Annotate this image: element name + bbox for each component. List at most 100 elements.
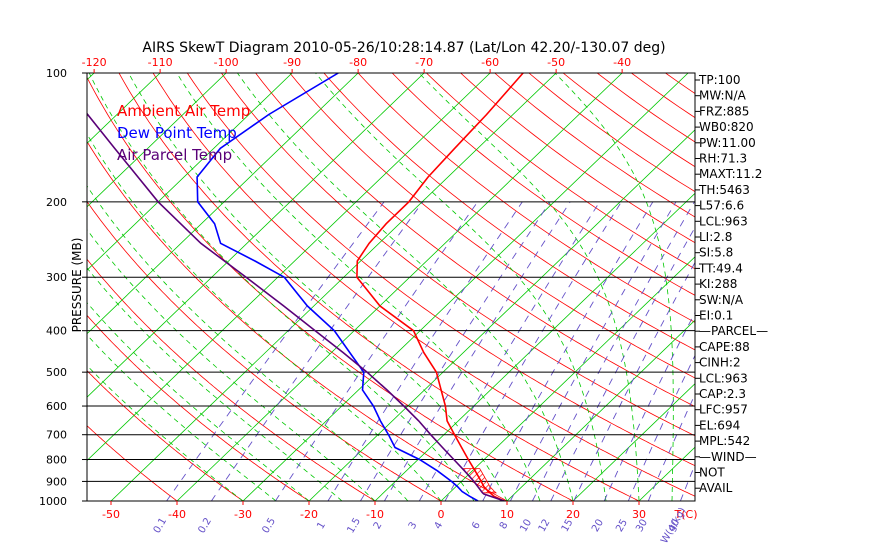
dry-adiabat <box>836 73 870 501</box>
isotherm <box>771 73 870 501</box>
bottom-tick-label: 0 <box>438 508 445 521</box>
moist-adiabat <box>88 73 475 501</box>
isotherm <box>506 319 695 501</box>
isotherm <box>110 73 557 501</box>
index-label: PW:11.00 <box>699 136 756 150</box>
y-tick-label: 400 <box>46 325 67 338</box>
mixing-ratio-label: 0.5 <box>260 516 277 535</box>
y-tick-label: 900 <box>46 475 67 488</box>
series-ambient-air-temp <box>356 73 524 501</box>
dry-adiabat <box>357 73 695 323</box>
dry-adiabat <box>87 425 178 501</box>
y-tick-label: 200 <box>46 196 67 209</box>
dry-adiabat <box>118 73 640 501</box>
index-label: LFC:957 <box>699 403 748 417</box>
series-dew-point-temp <box>196 73 479 501</box>
index-label: WB0:820 <box>699 120 754 134</box>
mixing-ratio-label: 0.1 <box>152 516 169 535</box>
legend: Ambient Air Temp Dew Point Temp Air Parcel… <box>117 102 250 164</box>
moist-adiabat <box>418 73 640 501</box>
top-tick-label: -60 <box>481 56 499 69</box>
moist-adiabat <box>554 73 674 501</box>
isotherm <box>87 73 359 335</box>
index-label: TH:5463 <box>698 183 750 197</box>
legend-item: Ambient Air Temp <box>117 102 250 120</box>
index-label: EL:694 <box>699 418 740 432</box>
plot-frame <box>86 72 696 502</box>
mixing-ratio-label: 8 <box>498 520 511 531</box>
moist-adiabat <box>176 73 541 501</box>
isotherm <box>87 73 293 271</box>
y-axis-label-group: PRESSURE (MB) <box>70 238 84 333</box>
mixing-ratio-line <box>418 201 601 501</box>
top-tick-label: -110 <box>148 56 173 69</box>
top-tick-label: -100 <box>214 56 239 69</box>
y-tick-label: 600 <box>46 400 67 413</box>
mixing-ratio-line <box>360 201 551 501</box>
index-label: L57:6.6 <box>699 199 744 213</box>
moist-adiabat <box>87 334 277 501</box>
dry-adiabat <box>87 258 376 501</box>
mixing-ratio-label: 1.5 <box>345 516 362 535</box>
sounding-series <box>87 73 524 501</box>
dry-adiabat <box>221 73 695 437</box>
bottom-tick-label: 10 <box>500 508 514 521</box>
mixing-ratio-label: 2 <box>372 520 385 531</box>
dry-adiabat <box>87 76 574 501</box>
isotherm <box>837 73 870 501</box>
bottom-tick-label: 30 <box>632 508 646 521</box>
index-label: MAXT:11.2 <box>699 167 762 181</box>
dry-adiabat <box>186 73 695 467</box>
top-tick-label: -50 <box>547 56 565 69</box>
index-label: CAP:2.3 <box>699 387 746 401</box>
dry-adiabat <box>426 73 695 270</box>
index-label: KI:288 <box>699 277 737 291</box>
bottom-tick-label: -50 <box>102 508 120 521</box>
mixing-ratio-line <box>679 463 695 501</box>
index-label: SW:N/A <box>699 293 744 307</box>
chart-title: AIRS SkewT Diagram 2010-05-26/10:28:14.8… <box>142 40 665 56</box>
legend-item: Dew Point Temp <box>117 124 237 142</box>
mixing-ratio-label: 0.2 <box>196 516 213 535</box>
isotherm <box>374 192 695 501</box>
moist-adiabat <box>87 133 442 501</box>
mixing-ratio-label: 20 <box>590 517 606 534</box>
y-tick-label: 300 <box>46 271 67 284</box>
moist-adiabat <box>87 267 343 501</box>
dry-adiabat <box>289 73 695 379</box>
y-tick-label: 700 <box>46 429 67 442</box>
index-label: TP:100 <box>698 73 741 87</box>
bottom-unit-label: T(C) <box>674 508 698 521</box>
mixing-ratio-line <box>327 201 523 501</box>
y-tick-label: 1000 <box>39 495 67 508</box>
mixing-ratio-label: 10 <box>518 517 534 534</box>
mixing-ratio-label: 6 <box>470 520 483 531</box>
y-tick-label: 500 <box>46 366 67 379</box>
grid-lines <box>87 73 870 501</box>
isotherm <box>572 383 695 501</box>
mixing-ratio-line <box>444 201 622 501</box>
bottom-tick-label: -10 <box>366 508 384 521</box>
top-tick-label: -80 <box>349 56 367 69</box>
series-air-parcel-temp <box>87 112 505 501</box>
isotherm <box>87 73 227 208</box>
isotherm <box>308 129 695 501</box>
dry-adiabat <box>460 73 695 244</box>
moist-adiabat <box>87 364 244 501</box>
mixing-ratio-line <box>166 201 385 501</box>
mixing-ratio-label: 25 <box>614 517 630 534</box>
mixing-ratio-label: 4 <box>433 520 446 531</box>
dry-adiabat <box>494 73 695 218</box>
isotherm <box>87 73 425 398</box>
dry-adiabat <box>87 370 244 501</box>
mixing-ratio-label: 12 <box>537 517 553 534</box>
mixing-ratio-line <box>211 201 424 501</box>
moist-adiabat <box>128 73 508 501</box>
dry-adiabat <box>323 73 695 351</box>
mixing-ratio-line <box>275 201 479 501</box>
isotherm <box>242 73 689 501</box>
index-label: RH:71.3 <box>699 152 747 166</box>
